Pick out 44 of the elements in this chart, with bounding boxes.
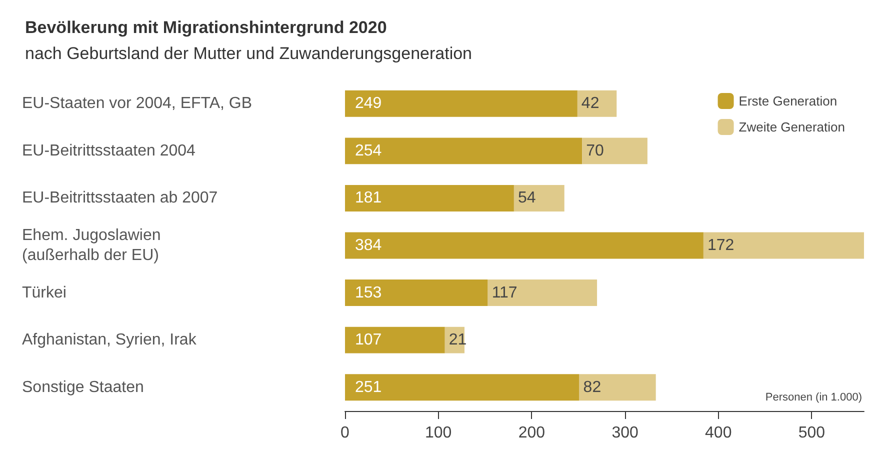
bar [345,232,704,259]
y-tick-label: Türkei [22,284,66,302]
legend-label: Zweite Generation [738,120,846,134]
bar [345,138,582,164]
annotation: Personen (in 1.000) [765,392,862,404]
data-label: 172 [707,237,734,254]
data-label: 42 [581,95,600,112]
data-label: 70 [586,142,604,160]
bar [345,326,445,354]
data-label: 181 [355,190,382,207]
data-label: 254 [355,142,382,160]
data-label: 117 [492,284,518,302]
legend-label: Erste Generation [738,94,838,108]
bar [579,374,656,401]
text: Bevölkerung mit Migrationshintergrund 2020 [25,18,387,37]
y-tick-label: EU-Beitrittsstaaten ab 2007 [22,190,218,207]
data-label: 384 [355,237,382,254]
y-tick-label: Afghanistan, Syrien, Irak [22,332,198,349]
bar [514,184,564,212]
bar [488,280,598,306]
bar [577,90,617,117]
x-tick-label: 200 [518,424,546,442]
bar [345,90,578,117]
data-label: 82 [583,378,602,396]
bar [345,184,514,212]
x-tick-label: 400 [705,424,732,442]
y-tick-label: Sonstige Staaten [22,378,144,396]
chart-subtitle: nach Geburtsland der Mutter und Zuwanderungsgeneration [25,44,472,63]
data-label: 251 [355,378,382,396]
x-tick-label: 100 [424,424,452,442]
data-label: 153 [355,284,382,302]
data-label: 54 [518,190,536,207]
data-label: 249 [355,95,382,112]
y-tick-label: EU-Beitrittsstaaten 2004 [22,142,196,160]
x-tick-label: 0 [340,424,350,442]
bar [345,374,580,401]
bar [582,138,648,164]
bar [703,232,864,259]
data-label: 107 [355,332,382,349]
x-tick-label: 500 [798,424,826,442]
y-tick-label: Ehem. Jugoslawien (außerhalb der EU) [22,227,161,264]
x-tick-label: 300 [612,424,638,442]
bar [345,280,488,306]
y-tick-label: EU-Staaten vor 2004, EFTA, GB [22,95,252,112]
